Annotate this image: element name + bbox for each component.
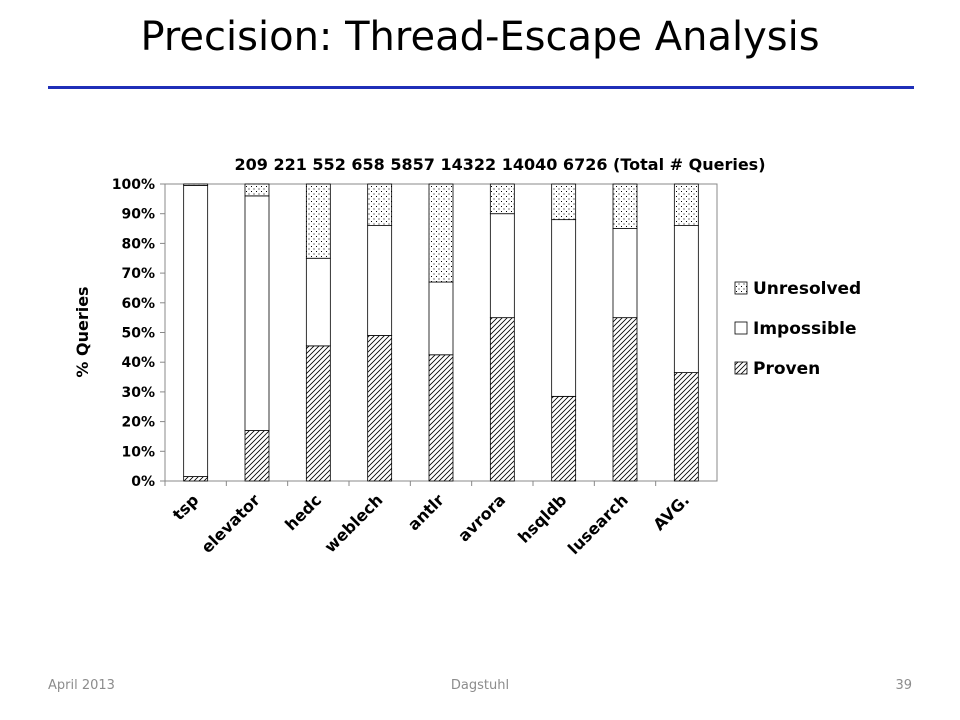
y-tick-label: 30% — [121, 385, 155, 401]
x-tick-label: tsp — [169, 490, 203, 524]
x-tick-label: AVG. — [649, 490, 693, 534]
x-tick-label: avrora — [454, 490, 509, 545]
footer-date: April 2013 — [48, 678, 115, 693]
legend-label-impossible: Impossible — [753, 319, 856, 339]
bar-segment-proven — [551, 395, 577, 482]
bar-segment-unresolved — [673, 183, 699, 226]
legend-label-unresolved: Unresolved — [753, 279, 861, 299]
bar-segment-unresolved — [367, 183, 393, 226]
bar-segment-unresolved — [244, 183, 270, 197]
bar-segment-unresolved — [428, 183, 454, 283]
y-tick-label: 100% — [112, 177, 155, 193]
bar-segment-impossible — [489, 213, 515, 319]
y-tick-label: 20% — [121, 415, 155, 431]
bar-segment-proven — [489, 317, 515, 482]
footer-venue: Dagstuhl — [450, 678, 510, 693]
y-axis-label: % Queries — [73, 286, 92, 377]
legend-swatch-unresolved — [734, 281, 748, 295]
bar-segment-proven — [183, 476, 209, 482]
bar-segment-proven — [428, 354, 454, 482]
x-tick-label: antlr — [404, 490, 448, 534]
bar-segment-unresolved — [305, 183, 331, 259]
y-tick-label: 90% — [121, 207, 155, 223]
bar-segment-unresolved — [183, 183, 209, 186]
bar-segment-proven — [673, 372, 699, 482]
legend-swatch-proven — [734, 361, 748, 375]
slide-number: 39 — [895, 678, 912, 693]
y-tick-label: 0% — [131, 474, 155, 490]
x-tick-label: hsqldb — [514, 490, 570, 546]
bar-segment-unresolved — [489, 183, 515, 215]
bar-segment-unresolved — [612, 183, 638, 229]
chart-title: 209 221 552 658 5857 14322 14040 6726 (T… — [234, 155, 765, 174]
bar-segment-proven — [305, 345, 331, 482]
bar-segment-impossible — [244, 195, 270, 431]
bar-segment-impossible — [305, 257, 331, 347]
bar-segment-unresolved — [551, 183, 577, 221]
bar-segment-impossible — [367, 225, 393, 336]
y-tick-label: 60% — [121, 296, 155, 312]
y-tick-label: 50% — [121, 326, 155, 342]
bar-segment-impossible — [428, 281, 454, 356]
slide-title: Precision: Thread-Escape Analysis — [140, 14, 820, 60]
x-tick-label: elevator — [197, 490, 264, 557]
bar-segment-proven — [367, 335, 393, 482]
y-tick-label: 10% — [121, 444, 155, 460]
bar-segment-impossible — [673, 225, 699, 373]
bar-segment-impossible — [551, 219, 577, 397]
x-tick-label: weblech — [321, 490, 387, 556]
bar-segment-impossible — [183, 185, 209, 477]
bar-segment-proven — [244, 430, 270, 482]
x-tick-label: lusearch — [564, 490, 632, 558]
legend-label-proven: Proven — [753, 359, 820, 379]
legend-swatch-impossible — [734, 321, 748, 335]
bar-segment-impossible — [612, 228, 638, 319]
y-tick-label: 70% — [121, 266, 155, 282]
x-tick-label: hedc — [281, 490, 325, 534]
y-tick-label: 80% — [121, 236, 155, 252]
bar-segment-proven — [612, 317, 638, 482]
title-underline — [48, 86, 914, 89]
y-tick-label: 40% — [121, 355, 155, 371]
